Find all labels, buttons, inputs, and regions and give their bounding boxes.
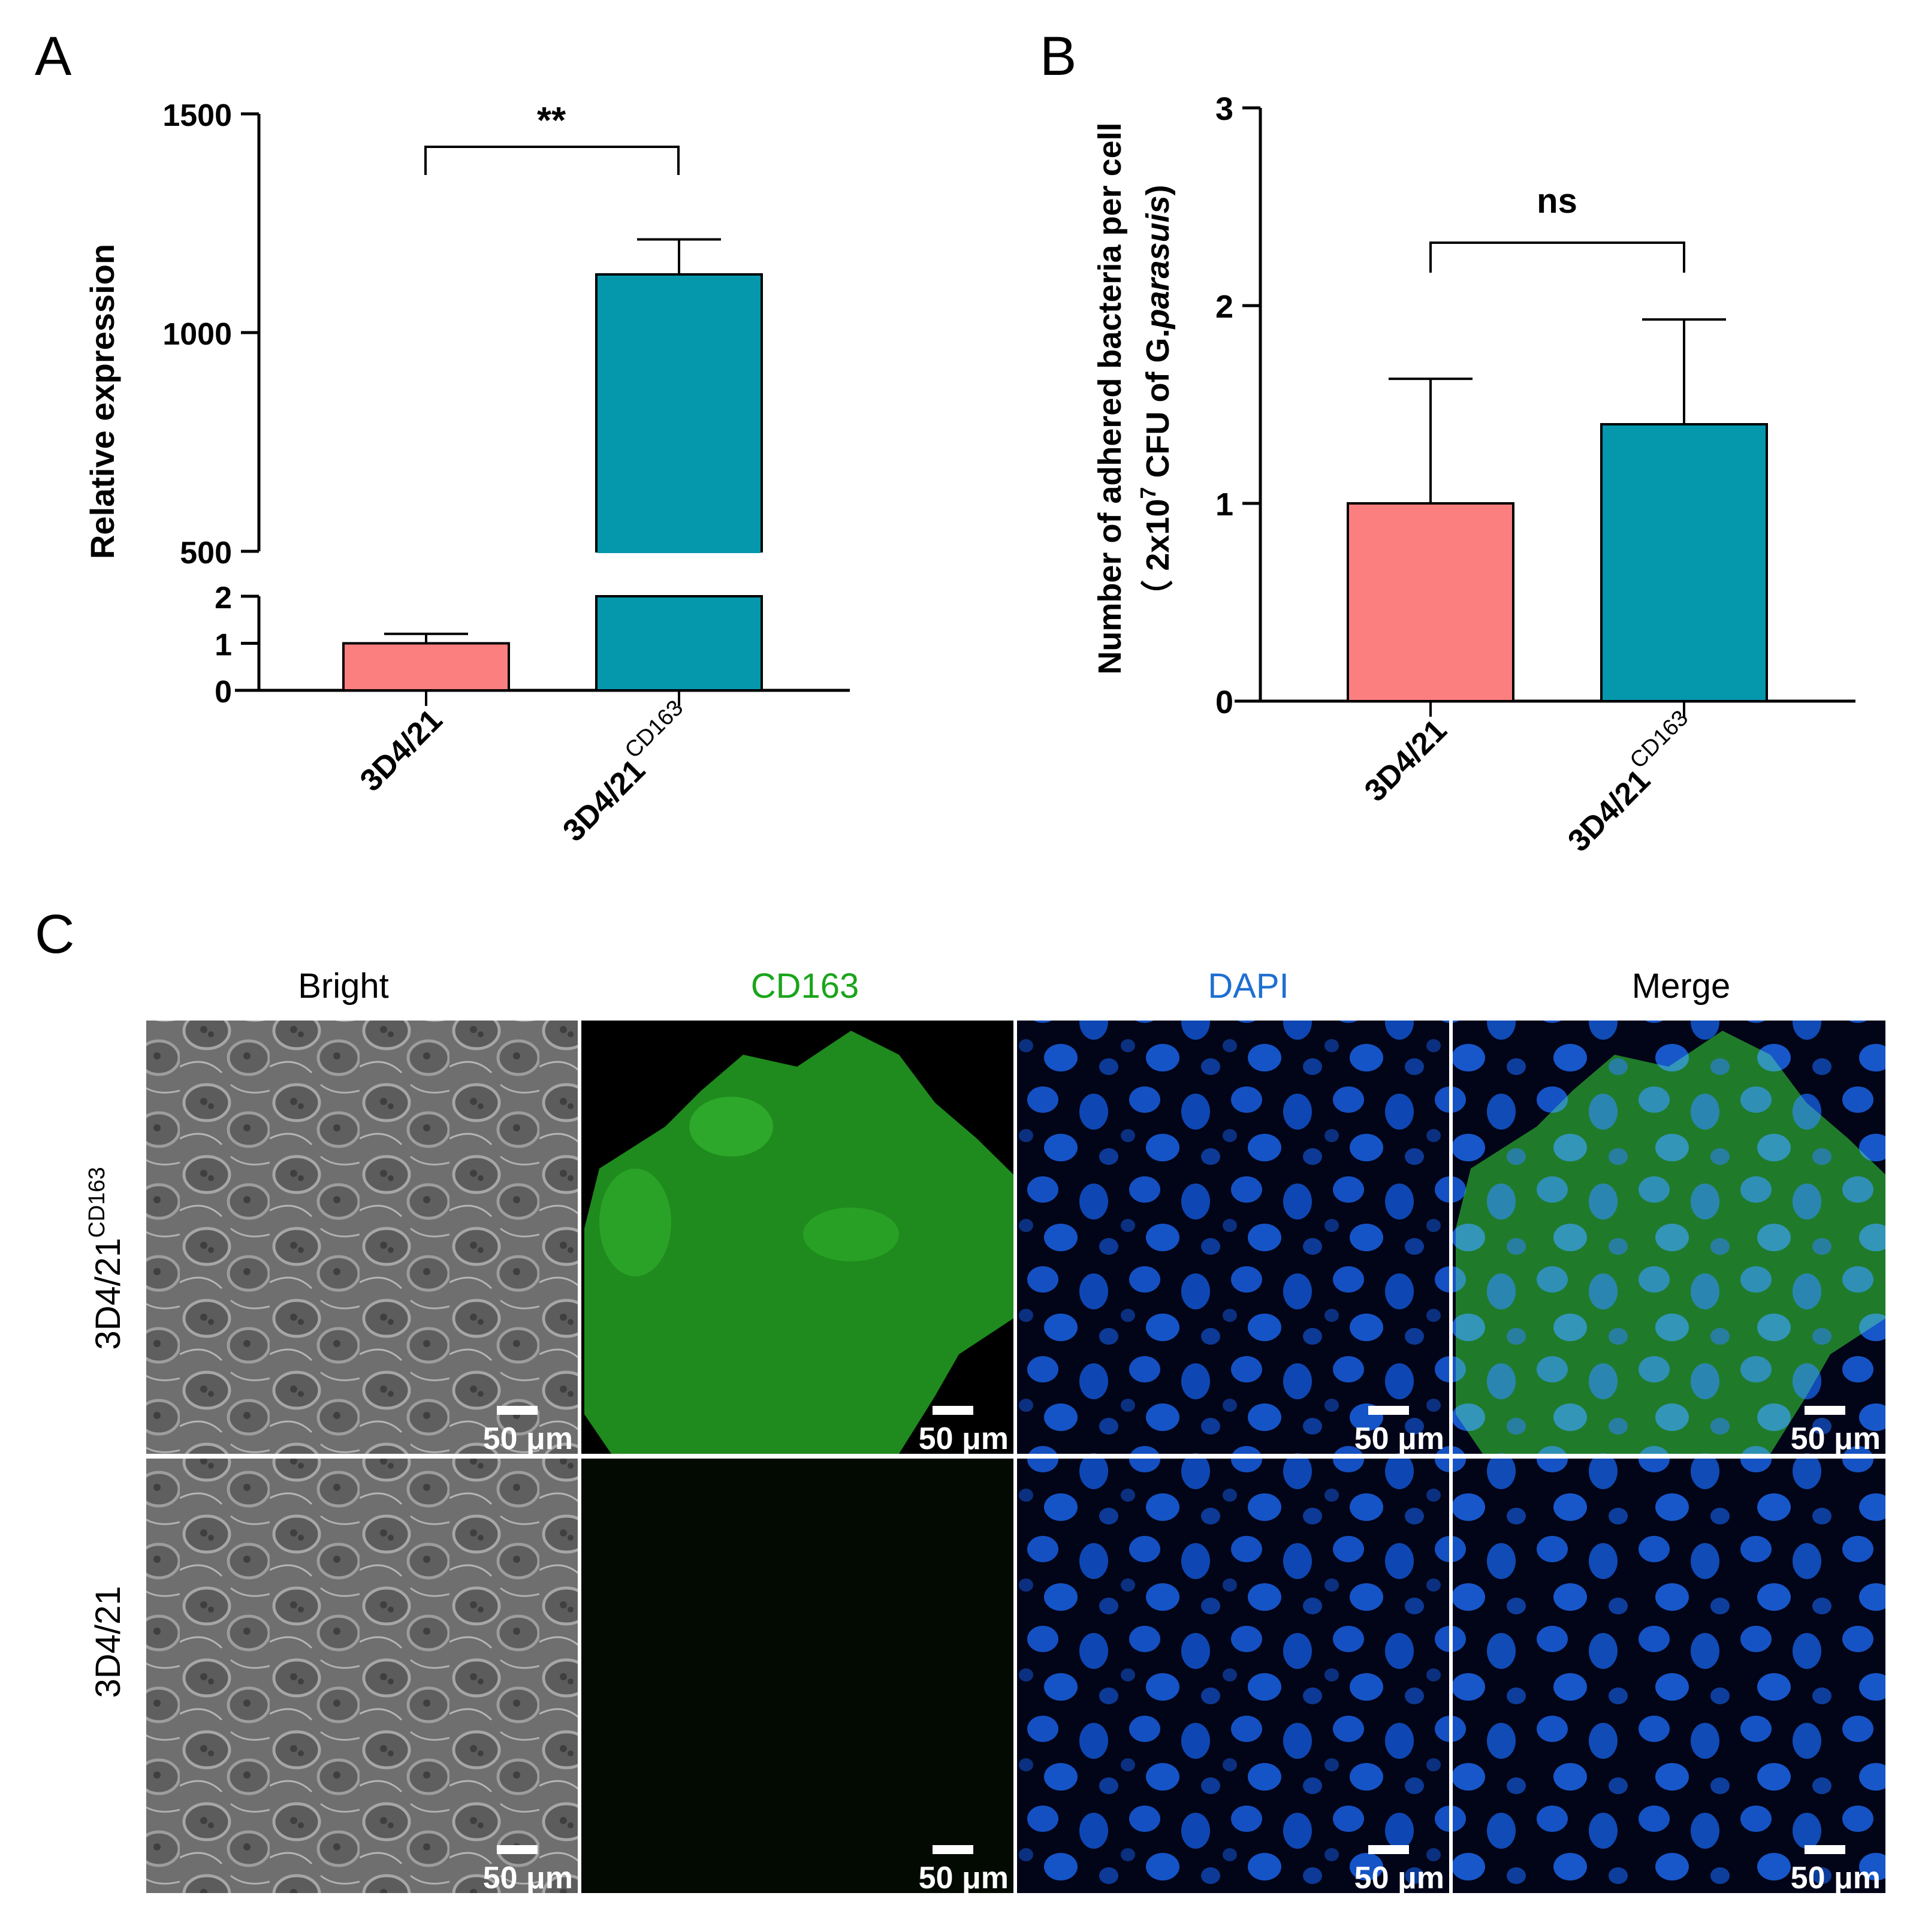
chart-a-tick-label: 2 bbox=[215, 581, 232, 615]
scale-bar bbox=[1805, 1406, 1845, 1415]
panel-letter-b: B bbox=[1040, 26, 1076, 87]
chart-b-x-tick-label: 3D4/21CD163 bbox=[1554, 705, 1707, 858]
micrograph-merge-cd163-cells bbox=[1453, 1021, 1885, 1454]
micrograph-cd163-cd163-cells bbox=[581, 1021, 1013, 1454]
chart-b-x-tick-label: 3D4/21 bbox=[1358, 713, 1454, 808]
micrograph-merge-control-cells bbox=[1453, 1459, 1885, 1893]
scale-bar bbox=[497, 1845, 538, 1854]
chart-a-bar bbox=[342, 642, 510, 692]
chart-a-relative-expression: Relative expression 500 1000 1500 0 1 2 ** 3D… bbox=[83, 98, 850, 849]
chart-a-tick-label: 500 bbox=[180, 536, 232, 570]
chart-b-tick-label: 0 bbox=[1215, 684, 1233, 720]
chart-a-significance-bracket bbox=[424, 146, 680, 175]
scale-bar-label: 50 μm bbox=[919, 1421, 1009, 1456]
chart-a-x-tick-label: 3D4/21CD163 bbox=[549, 695, 702, 848]
chart-b-significance: ns bbox=[1429, 182, 1685, 273]
chart-a-x-tick-label: 3D4/21 bbox=[354, 702, 449, 798]
chart-b-significance-label: ns bbox=[1537, 182, 1577, 221]
chart-a-bar-lower-part bbox=[595, 595, 763, 692]
scale-bars: 50 μm 50 μm 50 μm 50 μm 50 μm 50 μm 50 μm 50 μm bbox=[483, 1406, 1881, 1895]
chart-a-y-axis-label: Relative expression bbox=[83, 244, 121, 559]
chart-a-ticks: 500 1000 1500 0 1 2 bbox=[162, 98, 259, 710]
chart-b-tick-label: 2 bbox=[1215, 289, 1233, 325]
chart-a-x-labels: 3D4/21 3D4/21CD163 bbox=[354, 695, 702, 848]
chart-b-tick-label: 3 bbox=[1215, 91, 1233, 127]
scale-bar-label: 50 μm bbox=[1354, 1421, 1444, 1456]
chart-a-bar bbox=[595, 273, 763, 553]
chart-b-tick-label: 1 bbox=[1215, 487, 1233, 523]
chart-a-tick-label: 1000 bbox=[162, 317, 232, 352]
row-label-control-cells: 3D4/21 bbox=[89, 1586, 128, 1698]
panel-letter-c: C bbox=[35, 904, 74, 965]
chart-b-y-axis-label-line1: Number of adhered bacteria per cell bbox=[1092, 122, 1128, 674]
column-title-cd163: CD163 bbox=[751, 967, 859, 1006]
micrograph-grid: Bright CD163 DAPI Merge 3D4/21CD163 3D4/… bbox=[85, 967, 1885, 1895]
panel-letter-a: A bbox=[35, 26, 72, 87]
chart-b-y-axis-label-line2: （ 2x107 CFU of G.parasuis) bbox=[1136, 185, 1176, 612]
chart-b-x-labels: 3D4/21 3D4/21CD163 bbox=[1358, 705, 1707, 858]
scale-bar bbox=[497, 1406, 538, 1415]
scale-bar-label: 50 μm bbox=[483, 1861, 573, 1895]
chart-b-bars bbox=[1347, 318, 1768, 717]
scale-bar-label: 50 μm bbox=[1791, 1861, 1881, 1895]
scale-bar-label: 50 μm bbox=[483, 1421, 573, 1456]
chart-b-significance-bracket bbox=[1429, 242, 1685, 273]
chart-b-ticks: 0 1 2 3 bbox=[1215, 91, 1260, 720]
scale-bar-label: 50 μm bbox=[1791, 1421, 1881, 1456]
row-label-cd163-cells: 3D4/21CD163 bbox=[85, 1167, 128, 1350]
micrograph-cd163-control-cells bbox=[581, 1459, 1013, 1893]
chart-a-tick-label: 0 bbox=[215, 675, 232, 710]
micrograph-dapi-cd163-cells bbox=[1017, 1021, 1449, 1454]
chart-a-bars bbox=[342, 238, 763, 706]
scale-bar bbox=[933, 1406, 973, 1415]
scale-bar bbox=[1368, 1845, 1409, 1854]
scale-bar bbox=[933, 1845, 973, 1854]
chart-a-tick-label: 1 bbox=[215, 628, 232, 663]
chart-b-bar bbox=[1600, 423, 1768, 702]
scale-bar bbox=[1368, 1406, 1409, 1415]
chart-a-significance-label: ** bbox=[537, 100, 566, 141]
chart-a-bar-break-mask bbox=[598, 548, 761, 553]
chart-b-adhered-bacteria: Number of adhered bacteria per cell （ 2x… bbox=[1092, 91, 1855, 859]
scale-bar-label: 50 μm bbox=[1354, 1861, 1444, 1895]
scale-bar-label: 50 μm bbox=[919, 1861, 1009, 1895]
chart-a-tick-label: 1500 bbox=[162, 98, 232, 133]
scale-bar bbox=[1805, 1845, 1845, 1854]
column-title-bright: Bright bbox=[298, 967, 389, 1006]
column-title-merge: Merge bbox=[1632, 967, 1730, 1006]
micrograph-bright-control-cells bbox=[146, 1459, 578, 1893]
chart-a-significance: ** bbox=[424, 100, 680, 175]
micrograph-bright-cd163-cells bbox=[146, 1021, 578, 1454]
column-title-dapi: DAPI bbox=[1208, 967, 1289, 1006]
micrograph-dapi-control-cells bbox=[1017, 1459, 1449, 1893]
chart-b-bar bbox=[1347, 502, 1514, 702]
